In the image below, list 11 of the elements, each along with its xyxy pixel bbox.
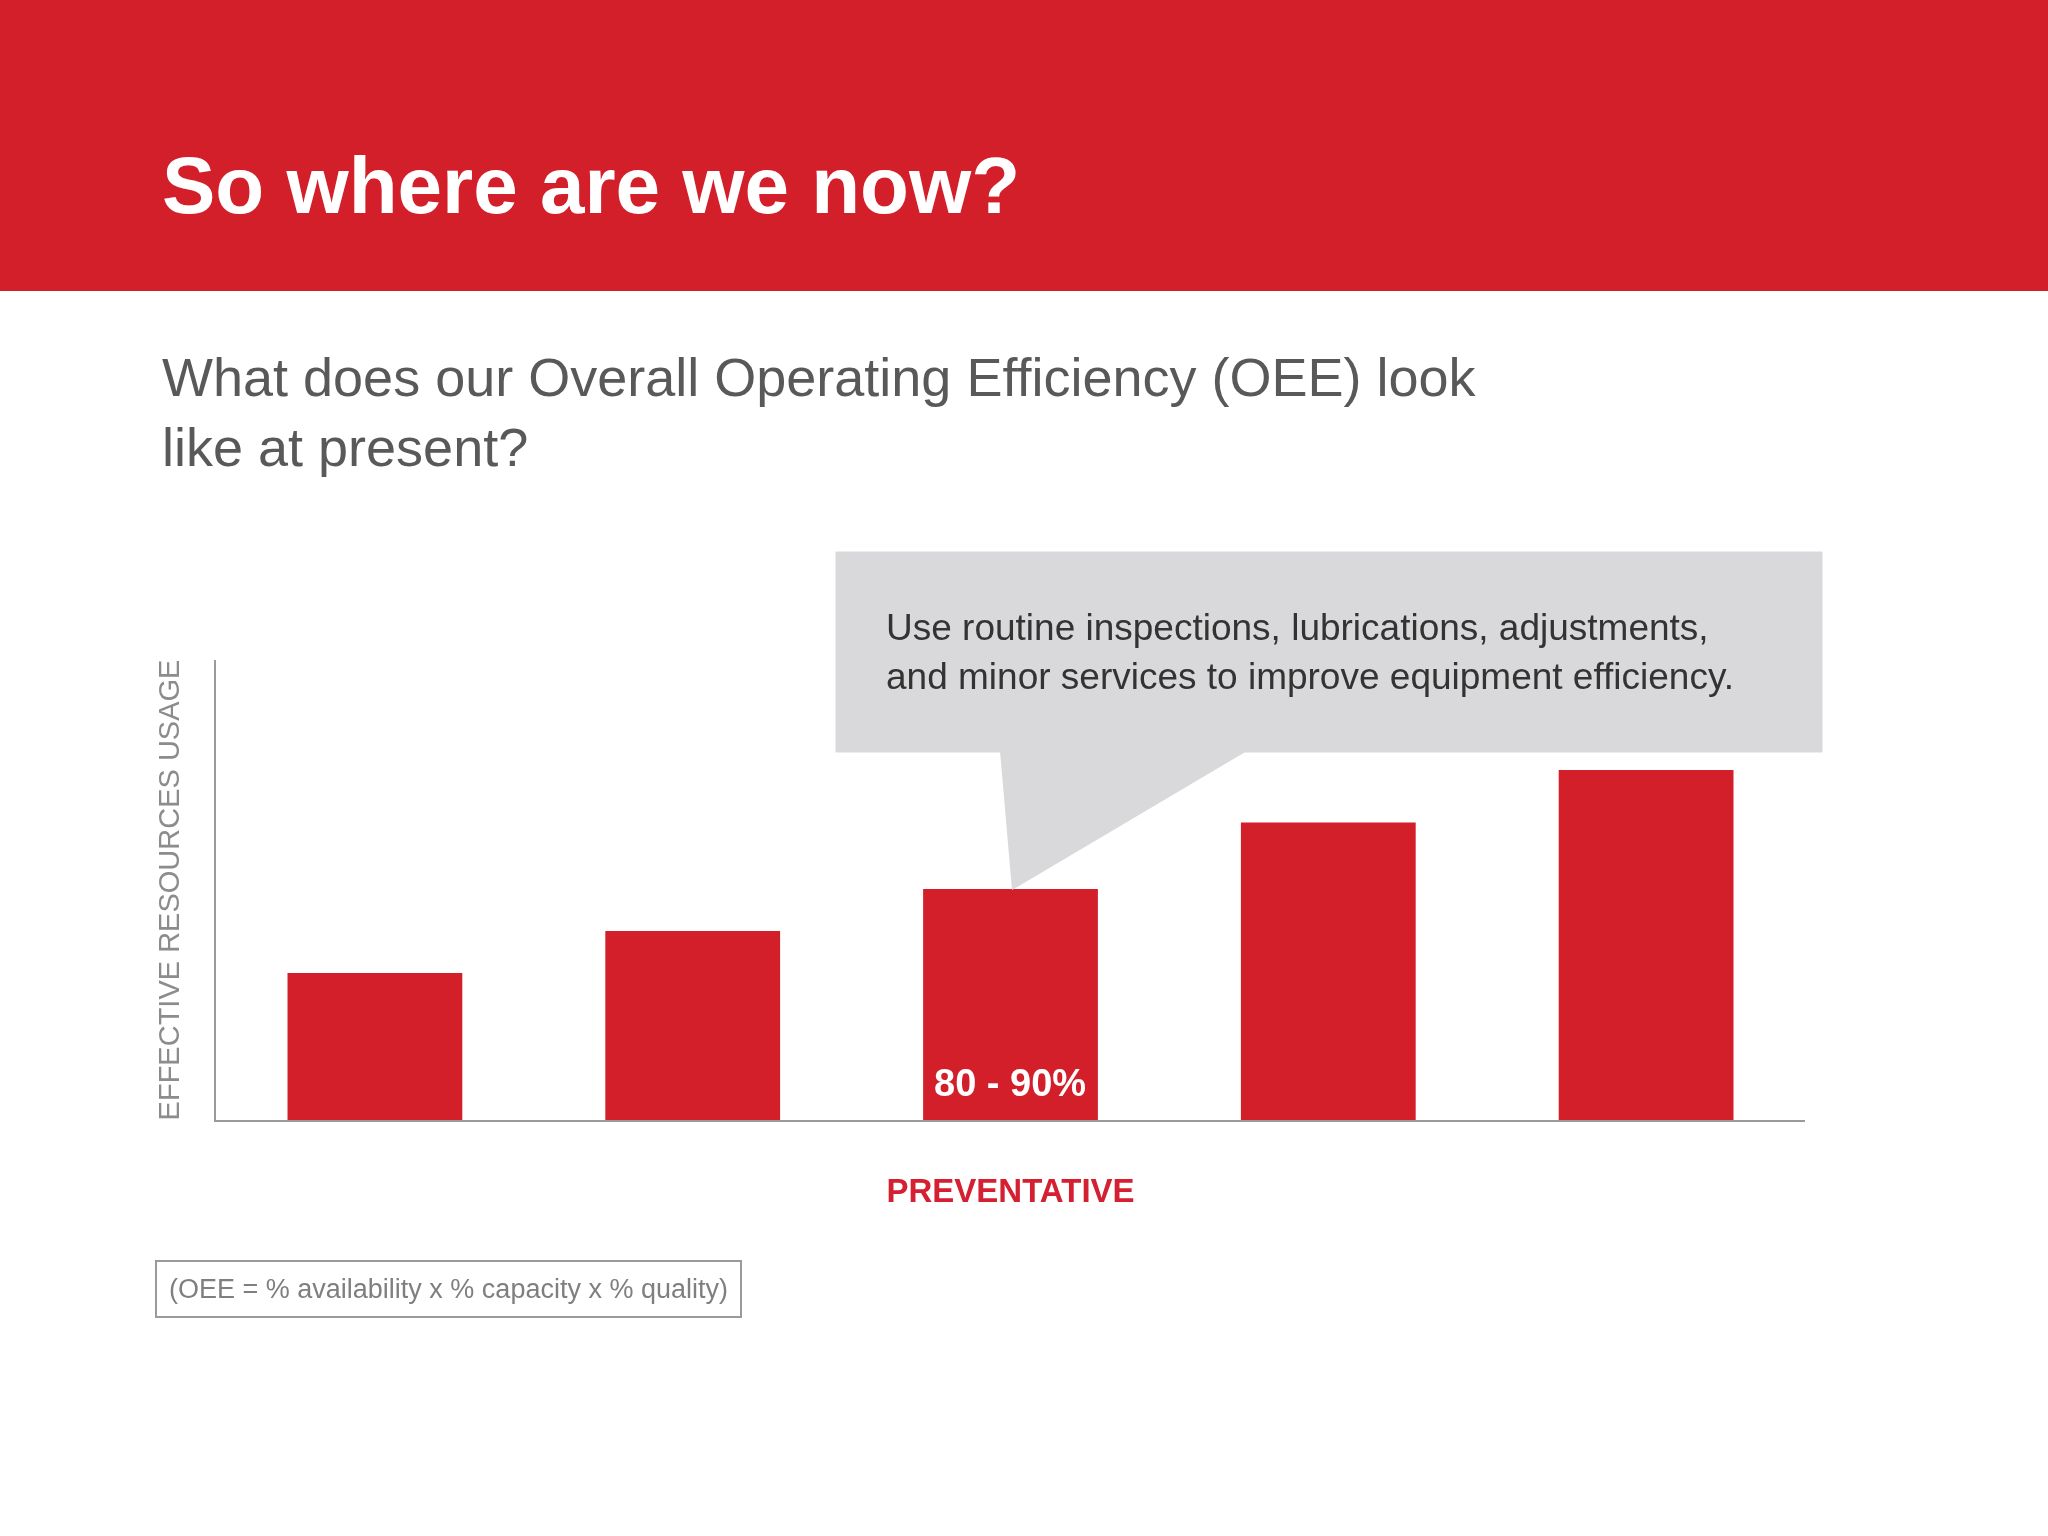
y-axis-title: EFFECTIVE RESOURCES USAGE	[152, 659, 185, 1121]
chart-title: So where are we now?	[162, 141, 1021, 230]
text: (OEE = % availability x % capacity x % quality)	[169, 1274, 728, 1304]
bar	[605, 931, 781, 1120]
annotation: 80 - 90%	[934, 1062, 1087, 1104]
bar	[1558, 770, 1734, 1120]
bar	[1240, 822, 1416, 1120]
chart-subtitle: What does our Overall Operating Efficiency (OEE) look like at present?	[162, 347, 1477, 478]
x-tick-label: PREVENTATIVE	[886, 1171, 1135, 1209]
bar	[287, 973, 463, 1120]
text: Use routine inspections, lubrications, adjustments, and minor services to improve equipment efficiency.	[886, 607, 1734, 697]
